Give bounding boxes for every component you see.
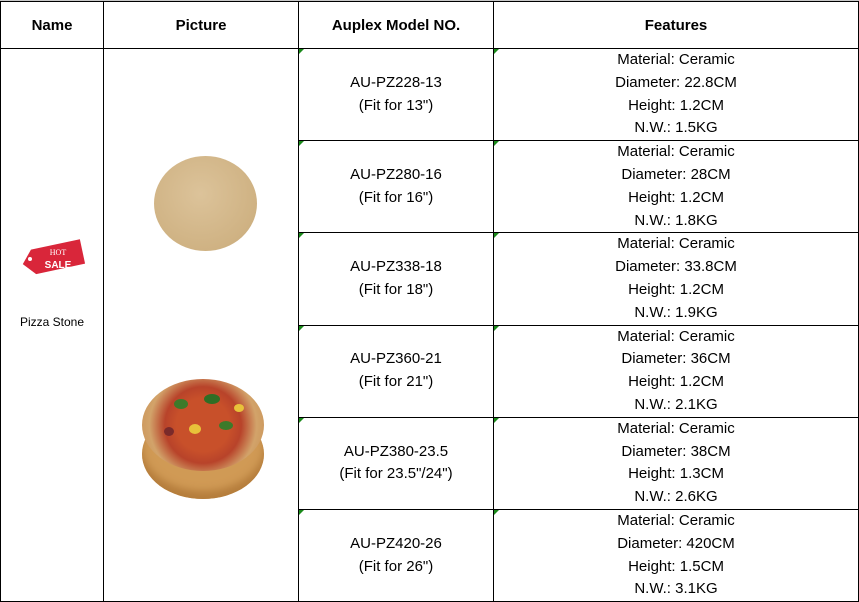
cell-marker-icon: [299, 509, 304, 515]
feature-material: Material: Ceramic: [617, 511, 735, 529]
feature-weight: N.W.: 2.1KG: [634, 395, 718, 413]
features-cell: Material: Ceramic Diameter: 28CM Height:…: [493, 140, 859, 234]
feature-material: Material: Ceramic: [617, 235, 735, 253]
model-fit: (Fit for 21"): [358, 373, 434, 391]
header-features: Features: [493, 1, 859, 49]
feature-height: Height: 1.2CM: [628, 96, 724, 114]
feature-diameter: Diameter: 38CM: [621, 442, 731, 460]
feature-material: Material: Ceramic: [617, 419, 735, 437]
cell-marker-icon: [299, 325, 304, 331]
feature-height: Height: 1.2CM: [628, 188, 724, 206]
feature-weight: N.W.: 1.9KG: [634, 303, 718, 321]
features-cell: Material: Ceramic Diameter: 36CM Height:…: [493, 324, 859, 418]
model-number: AU-PZ228-13: [350, 73, 442, 91]
model-cell: AU-PZ360-21 (Fit for 21"): [298, 324, 494, 418]
model-cell: AU-PZ380-23.5 (Fit for 23.5"/24"): [298, 416, 494, 510]
features-cell: Material: Ceramic Diameter: 420CM Height…: [493, 508, 859, 602]
top-border: [0, 0, 859, 1]
model-fit: (Fit for 18"): [358, 280, 434, 298]
feature-diameter: Diameter: 22.8CM: [615, 73, 737, 91]
picture-cell: [103, 47, 299, 602]
topping-icon: [189, 424, 201, 434]
header-name: Name: [0, 1, 104, 49]
feature-material: Material: Ceramic: [617, 143, 735, 161]
product-name-cell: HOT SALE Pizza Stone: [0, 47, 104, 602]
svg-text:HOT: HOT: [50, 248, 67, 257]
feature-height: Height: 1.2CM: [628, 373, 724, 391]
table-row: AU-PZ280-16 (Fit for 16") Material: Cera…: [1, 140, 859, 234]
model-cell: AU-PZ338-18 (Fit for 18"): [298, 232, 494, 326]
model-number: AU-PZ360-21: [350, 350, 442, 368]
feature-height: Height: 1.2CM: [628, 280, 724, 298]
cell-marker-icon: [494, 49, 499, 54]
topping-icon: [204, 394, 220, 404]
features-cell: Material: Ceramic Diameter: 38CM Height:…: [493, 416, 859, 510]
cell-marker-icon: [494, 509, 499, 515]
model-number: AU-PZ420-26: [350, 534, 442, 552]
table-row: AU-PZ420-26 (Fit for 26") Material: Cera…: [1, 508, 859, 602]
feature-height: Height: 1.5CM: [628, 557, 724, 575]
header-picture: Picture: [103, 1, 299, 49]
cell-marker-icon: [299, 141, 304, 147]
cell-marker-icon: [494, 417, 499, 423]
feature-weight: N.W.: 2.6KG: [634, 488, 718, 506]
model-fit: (Fit for 26"): [358, 557, 434, 575]
topping-icon: [234, 404, 244, 412]
header-model: Auplex Model NO.: [298, 1, 494, 49]
topping-icon: [164, 427, 174, 436]
model-cell: AU-PZ228-13 (Fit for 13"): [298, 47, 494, 142]
feature-diameter: Diameter: 28CM: [621, 165, 731, 183]
svg-text:SALE: SALE: [45, 260, 72, 271]
cell-marker-icon: [494, 141, 499, 147]
features-cell: Material: Ceramic Diameter: 33.8CM Heigh…: [493, 232, 859, 326]
cell-marker-icon: [494, 325, 499, 331]
cell-marker-icon: [299, 233, 304, 239]
table-row: HOT SALE Pizza Stone AU-PZ228-13 (Fit fo…: [0, 47, 859, 602]
product-name: Pizza Stone: [19, 315, 85, 329]
model-fit: (Fit for 13"): [358, 96, 434, 114]
feature-weight: N.W.: 3.1KG: [634, 580, 718, 598]
feature-material: Material: Ceramic: [617, 51, 735, 68]
feature-height: Height: 1.3CM: [628, 465, 724, 483]
feature-material: Material: Ceramic: [617, 327, 735, 345]
header-row: Name Picture Auplex Model NO. Features: [0, 1, 859, 49]
table-row: AU-PZ360-21 (Fit for 21") Material: Cera…: [1, 324, 859, 418]
cell-marker-icon: [494, 233, 499, 239]
model-fit: (Fit for 23.5"/24"): [339, 465, 453, 483]
model-cell: AU-PZ420-26 (Fit for 26"): [298, 508, 494, 602]
table-row: AU-PZ338-18 (Fit for 18") Material: Cera…: [1, 232, 859, 326]
model-number: AU-PZ280-16: [350, 165, 442, 183]
topping-icon: [174, 399, 188, 409]
cell-marker-icon: [299, 49, 304, 54]
feature-weight: N.W.: 1.8KG: [634, 211, 718, 229]
model-fit: (Fit for 16"): [358, 188, 434, 206]
model-cell: AU-PZ280-16 (Fit for 16"): [298, 140, 494, 234]
topping-icon: [219, 421, 233, 430]
features-cell: Material: Ceramic Diameter: 22.8CM Heigh…: [493, 47, 859, 142]
hot-sale-badge-icon: HOT SALE: [22, 239, 86, 275]
feature-weight: N.W.: 1.5KG: [634, 119, 718, 137]
feature-diameter: Diameter: 33.8CM: [615, 258, 737, 276]
feature-diameter: Diameter: 420CM: [617, 534, 735, 552]
cell-marker-icon: [299, 417, 304, 423]
pizza-image: [142, 379, 264, 471]
model-number: AU-PZ380-23.5: [343, 442, 449, 460]
feature-diameter: Diameter: 36CM: [621, 350, 731, 368]
pizza-stone-image: [154, 156, 257, 251]
model-number: AU-PZ338-18: [350, 258, 442, 276]
